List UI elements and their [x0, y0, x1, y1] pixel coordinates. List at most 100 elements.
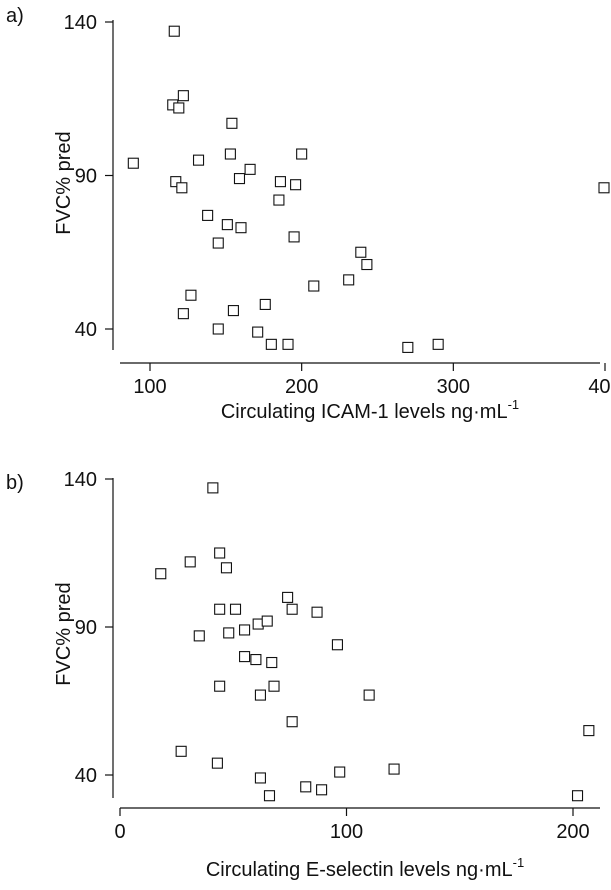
data-point	[170, 176, 182, 188]
data-point	[221, 219, 233, 231]
data-point	[155, 568, 167, 580]
panel-a-x-axis-label: Circulating ICAM-1 levels ng·mL-1	[221, 397, 519, 423]
data-point	[363, 689, 375, 701]
data-point	[432, 338, 444, 350]
x-tick-label: 200	[556, 821, 589, 843]
panel-b-y-axis-label: FVC% pred	[53, 582, 75, 685]
data-point	[226, 117, 238, 129]
data-point	[177, 308, 189, 320]
data-point	[252, 618, 264, 630]
x-tick-label: 0	[114, 821, 125, 843]
x-tick-label: 300	[437, 376, 470, 398]
panel-b-y-ticks: 40 90 140	[64, 469, 113, 787]
data-point	[229, 603, 242, 615]
data-point	[239, 624, 251, 636]
data-point	[290, 179, 302, 191]
data-point	[176, 182, 188, 194]
data-point	[173, 102, 185, 114]
data-point	[207, 482, 219, 494]
panel-a-y-ticks: 40 90 140	[64, 12, 113, 341]
data-point	[343, 274, 355, 286]
data-point	[402, 341, 414, 353]
data-point	[583, 725, 595, 737]
data-point	[202, 209, 214, 221]
data-point	[127, 157, 139, 169]
y-tick-label: 140	[64, 12, 97, 34]
data-point	[212, 323, 224, 335]
data-point	[177, 90, 189, 102]
data-point	[598, 182, 610, 194]
y-tick-label: 40	[75, 319, 97, 341]
data-point	[185, 289, 197, 301]
data-point	[334, 766, 346, 778]
y-tick-label: 140	[64, 469, 97, 491]
data-point	[168, 25, 180, 37]
data-point	[214, 547, 226, 559]
x-tick-label: 200	[285, 376, 318, 398]
panel-a: a) 40 90 140 100 200 300 400 FVC% pred Circul…	[6, 5, 611, 423]
panel-b-x-axis-label: Circulating E-selectin levels ng·mL-1	[206, 855, 524, 881]
data-point	[233, 173, 246, 185]
data-point	[211, 757, 223, 769]
panel-a-x-ticks: 100 200 300 400	[133, 363, 611, 398]
data-point	[274, 176, 286, 188]
x-tick-label: 400	[588, 376, 611, 398]
data-point	[286, 603, 298, 615]
data-point	[259, 298, 271, 310]
panel-b-label: b)	[6, 472, 24, 494]
data-point	[193, 630, 205, 642]
data-point	[175, 745, 187, 757]
data-point	[252, 326, 264, 338]
panel-a-y-axis-label: FVC% pred	[53, 131, 75, 234]
x-tick-label: 100	[133, 376, 166, 398]
data-point	[355, 246, 367, 258]
data-point	[311, 606, 323, 618]
data-point	[224, 148, 236, 160]
panel-a-points	[127, 25, 610, 353]
data-point	[288, 231, 300, 243]
panel-b: b) 40 90 140 0 100 200 FVC% pred Circulating…	[6, 469, 600, 881]
x-tick-label: 100	[330, 821, 363, 843]
data-point	[388, 763, 400, 775]
data-point	[308, 280, 320, 292]
data-point	[282, 338, 294, 350]
data-point	[300, 781, 312, 793]
data-point	[214, 603, 226, 615]
data-point	[273, 194, 285, 206]
panel-b-points	[155, 482, 595, 802]
data-point	[282, 591, 294, 603]
y-tick-label: 40	[75, 765, 97, 787]
data-point	[212, 237, 224, 249]
data-point	[250, 654, 262, 666]
data-point	[192, 154, 205, 166]
data-point	[227, 305, 239, 317]
data-point	[214, 680, 226, 692]
data-point	[244, 163, 256, 175]
data-point	[265, 338, 277, 350]
data-point	[239, 651, 251, 663]
y-tick-label: 90	[75, 166, 97, 188]
panel-a-x-axis-label-main: Circulating ICAM-1 levels ng·mL	[221, 401, 508, 423]
data-point	[296, 148, 308, 160]
data-point	[571, 790, 584, 802]
panel-a-x-axis-label-sup: -1	[508, 397, 520, 412]
data-point	[331, 639, 343, 651]
data-point	[254, 772, 266, 784]
panel-b-x-axis-label-sup: -1	[513, 855, 525, 870]
data-point	[316, 784, 328, 796]
data-point	[266, 656, 278, 669]
data-point	[223, 627, 235, 639]
data-point	[261, 615, 273, 627]
data-point	[268, 680, 280, 692]
data-point	[220, 562, 233, 574]
y-tick-label: 90	[75, 617, 97, 639]
data-point	[361, 258, 373, 271]
data-point	[254, 689, 266, 701]
data-point	[286, 716, 298, 728]
data-point	[184, 556, 196, 568]
panel-b-x-ticks: 0 100 200	[114, 808, 590, 843]
data-point	[235, 222, 247, 234]
panel-a-label: a)	[6, 5, 24, 27]
panel-b-x-axis-label-main: Circulating E-selectin levels ng·mL	[206, 859, 513, 881]
